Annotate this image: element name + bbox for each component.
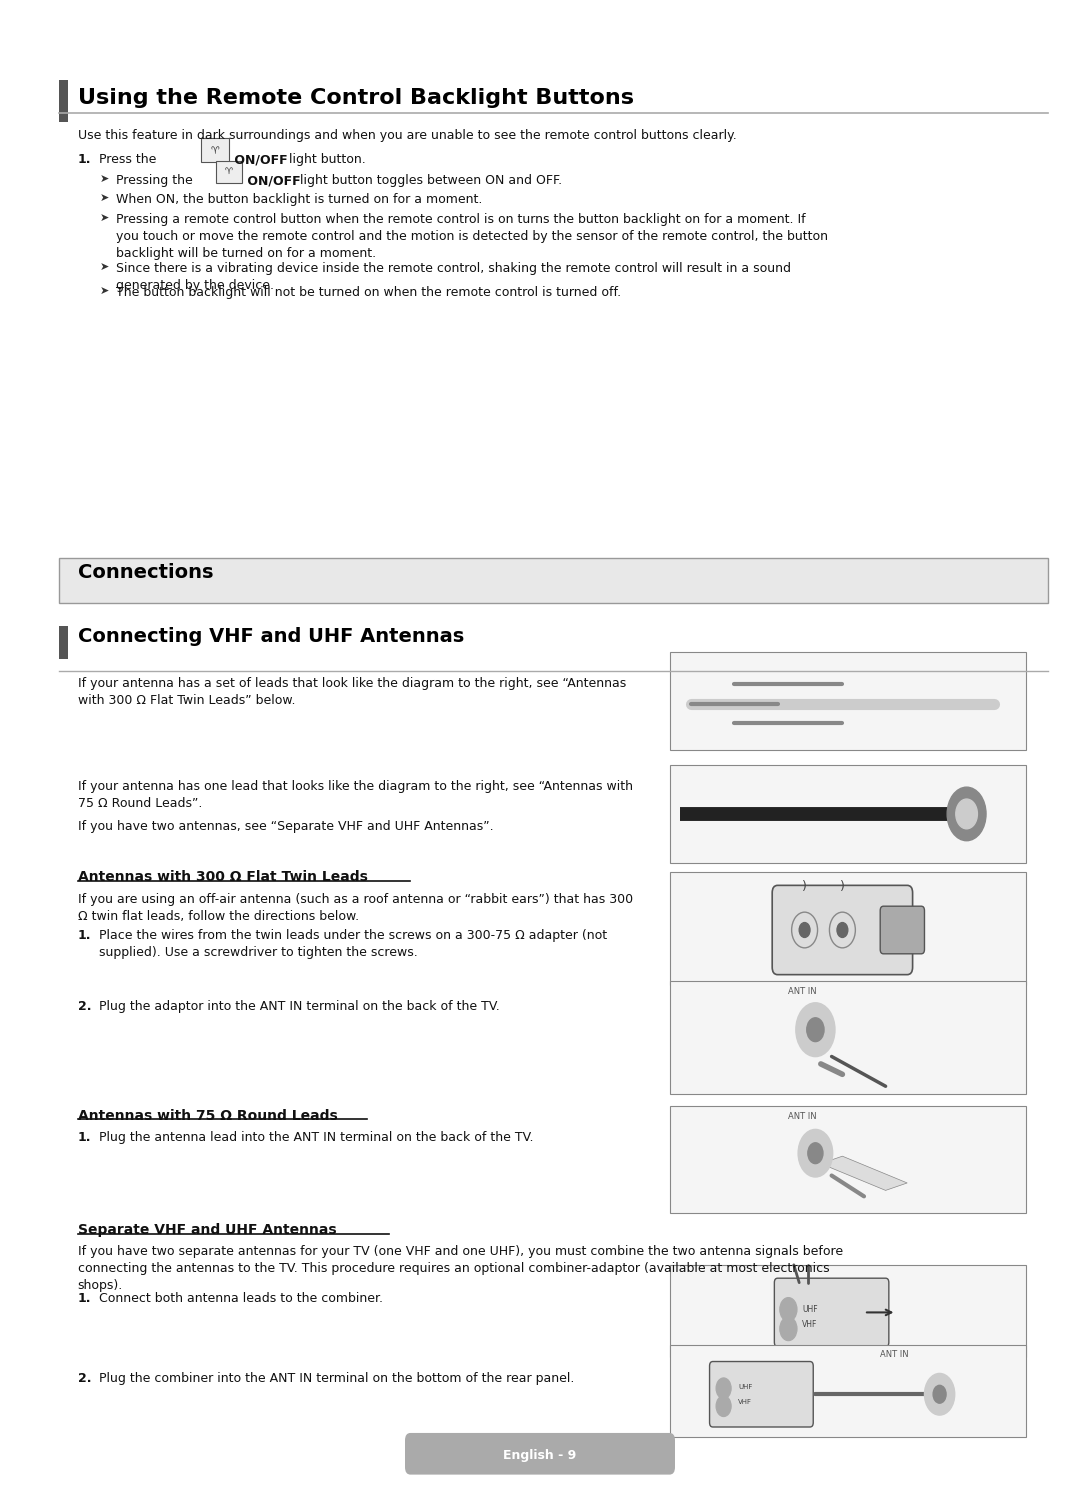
Text: ANT IN: ANT IN bbox=[788, 987, 818, 995]
Text: If you have two antennas, see “Separate VHF and UHF Antennas”.: If you have two antennas, see “Separate … bbox=[78, 820, 494, 833]
Text: Use this feature in dark surroundings and when you are unable to see the remote : Use this feature in dark surroundings an… bbox=[78, 129, 737, 143]
Text: Plug the combiner into the ANT IN terminal on the bottom of the rear panel.: Plug the combiner into the ANT IN termin… bbox=[99, 1372, 575, 1385]
FancyBboxPatch shape bbox=[405, 1433, 675, 1475]
Text: Connections: Connections bbox=[78, 564, 213, 582]
Text: Using the Remote Control Backlight Buttons: Using the Remote Control Backlight Butto… bbox=[78, 88, 634, 109]
FancyBboxPatch shape bbox=[772, 885, 913, 975]
Text: If you are using an off-air antenna (such as a roof antenna or “rabbit ears”) th: If you are using an off-air antenna (suc… bbox=[78, 893, 633, 923]
Circle shape bbox=[716, 1378, 731, 1399]
FancyBboxPatch shape bbox=[670, 981, 1026, 1094]
Circle shape bbox=[933, 1385, 946, 1403]
Text: ): ) bbox=[802, 879, 807, 893]
Circle shape bbox=[837, 923, 848, 937]
FancyBboxPatch shape bbox=[710, 1362, 813, 1427]
Text: Pressing the: Pressing the bbox=[116, 174, 197, 187]
FancyBboxPatch shape bbox=[670, 1345, 1026, 1437]
Text: ON/OFF: ON/OFF bbox=[243, 174, 300, 187]
Text: 1.: 1. bbox=[78, 153, 91, 167]
FancyBboxPatch shape bbox=[670, 765, 1026, 863]
FancyBboxPatch shape bbox=[59, 558, 1048, 603]
Text: Antennas with 75 Ω Round Leads: Antennas with 75 Ω Round Leads bbox=[78, 1109, 338, 1122]
Text: UHF: UHF bbox=[738, 1384, 753, 1390]
Text: Antennas with 300 Ω Flat Twin Leads: Antennas with 300 Ω Flat Twin Leads bbox=[78, 870, 367, 884]
FancyBboxPatch shape bbox=[216, 161, 242, 183]
Text: Press the: Press the bbox=[99, 153, 161, 167]
Circle shape bbox=[796, 1003, 835, 1056]
Text: 1.: 1. bbox=[78, 929, 91, 942]
Text: ➤: ➤ bbox=[99, 213, 109, 223]
Circle shape bbox=[780, 1298, 797, 1321]
Text: ➤: ➤ bbox=[99, 286, 109, 296]
Text: ♈: ♈ bbox=[225, 167, 233, 177]
Text: Plug the antenna lead into the ANT IN terminal on the back of the TV.: Plug the antenna lead into the ANT IN te… bbox=[99, 1131, 534, 1144]
Circle shape bbox=[807, 1018, 824, 1042]
Polygon shape bbox=[821, 1156, 907, 1190]
Circle shape bbox=[808, 1143, 823, 1164]
Circle shape bbox=[798, 1129, 833, 1177]
Text: ANT IN: ANT IN bbox=[880, 1350, 909, 1359]
Text: ): ) bbox=[840, 879, 845, 893]
Text: 1.: 1. bbox=[78, 1131, 91, 1144]
FancyBboxPatch shape bbox=[670, 652, 1026, 750]
FancyBboxPatch shape bbox=[774, 1278, 889, 1347]
Text: UHF: UHF bbox=[802, 1305, 818, 1314]
FancyBboxPatch shape bbox=[670, 872, 1026, 985]
Text: 2.: 2. bbox=[78, 1372, 91, 1385]
Text: When ON, the button backlight is turned on for a moment.: When ON, the button backlight is turned … bbox=[116, 193, 482, 207]
Text: VHF: VHF bbox=[802, 1320, 818, 1329]
Text: 2.: 2. bbox=[78, 1000, 91, 1013]
Text: The button backlight will not be turned on when the remote control is turned off: The button backlight will not be turned … bbox=[116, 286, 621, 299]
Text: English - 9: English - 9 bbox=[503, 1449, 577, 1461]
FancyBboxPatch shape bbox=[670, 1265, 1026, 1357]
Text: VHF: VHF bbox=[739, 1399, 752, 1405]
Text: Since there is a vibrating device inside the remote control, shaking the remote : Since there is a vibrating device inside… bbox=[116, 262, 791, 292]
Text: If your antenna has one lead that looks like the diagram to the right, see “Ante: If your antenna has one lead that looks … bbox=[78, 780, 633, 809]
Text: ANT IN: ANT IN bbox=[788, 1112, 818, 1120]
Circle shape bbox=[947, 787, 986, 841]
Text: light button toggles between ON and OFF.: light button toggles between ON and OFF. bbox=[296, 174, 562, 187]
Text: ♈: ♈ bbox=[211, 146, 219, 156]
Bar bbox=[59, 626, 68, 659]
FancyBboxPatch shape bbox=[880, 906, 924, 954]
Text: ON/OFF: ON/OFF bbox=[230, 153, 287, 167]
Circle shape bbox=[924, 1373, 955, 1415]
Text: Connect both antenna leads to the combiner.: Connect both antenna leads to the combin… bbox=[99, 1292, 383, 1305]
Bar bbox=[59, 80, 68, 122]
Text: Separate VHF and UHF Antennas: Separate VHF and UHF Antennas bbox=[78, 1223, 336, 1237]
Text: If you have two separate antennas for your TV (one VHF and one UHF), you must co: If you have two separate antennas for yo… bbox=[78, 1245, 842, 1293]
Text: ➤: ➤ bbox=[99, 262, 109, 272]
Text: light button.: light button. bbox=[285, 153, 366, 167]
Circle shape bbox=[799, 923, 810, 937]
Circle shape bbox=[716, 1396, 731, 1417]
Circle shape bbox=[956, 799, 977, 829]
Text: Pressing a remote control button when the remote control is on turns the button : Pressing a remote control button when th… bbox=[116, 213, 827, 260]
Text: ➤: ➤ bbox=[99, 193, 109, 204]
FancyBboxPatch shape bbox=[201, 138, 229, 162]
Text: Plug the adaptor into the ANT IN terminal on the back of the TV.: Plug the adaptor into the ANT IN termina… bbox=[99, 1000, 500, 1013]
Text: 1.: 1. bbox=[78, 1292, 91, 1305]
Text: Connecting VHF and UHF Antennas: Connecting VHF and UHF Antennas bbox=[78, 628, 464, 646]
Text: ➤: ➤ bbox=[99, 174, 109, 185]
FancyBboxPatch shape bbox=[670, 1106, 1026, 1213]
Text: Place the wires from the twin leads under the screws on a 300-75 Ω adapter (not
: Place the wires from the twin leads unde… bbox=[99, 929, 607, 958]
Text: If your antenna has a set of leads that look like the diagram to the right, see : If your antenna has a set of leads that … bbox=[78, 677, 626, 707]
Circle shape bbox=[780, 1317, 797, 1341]
